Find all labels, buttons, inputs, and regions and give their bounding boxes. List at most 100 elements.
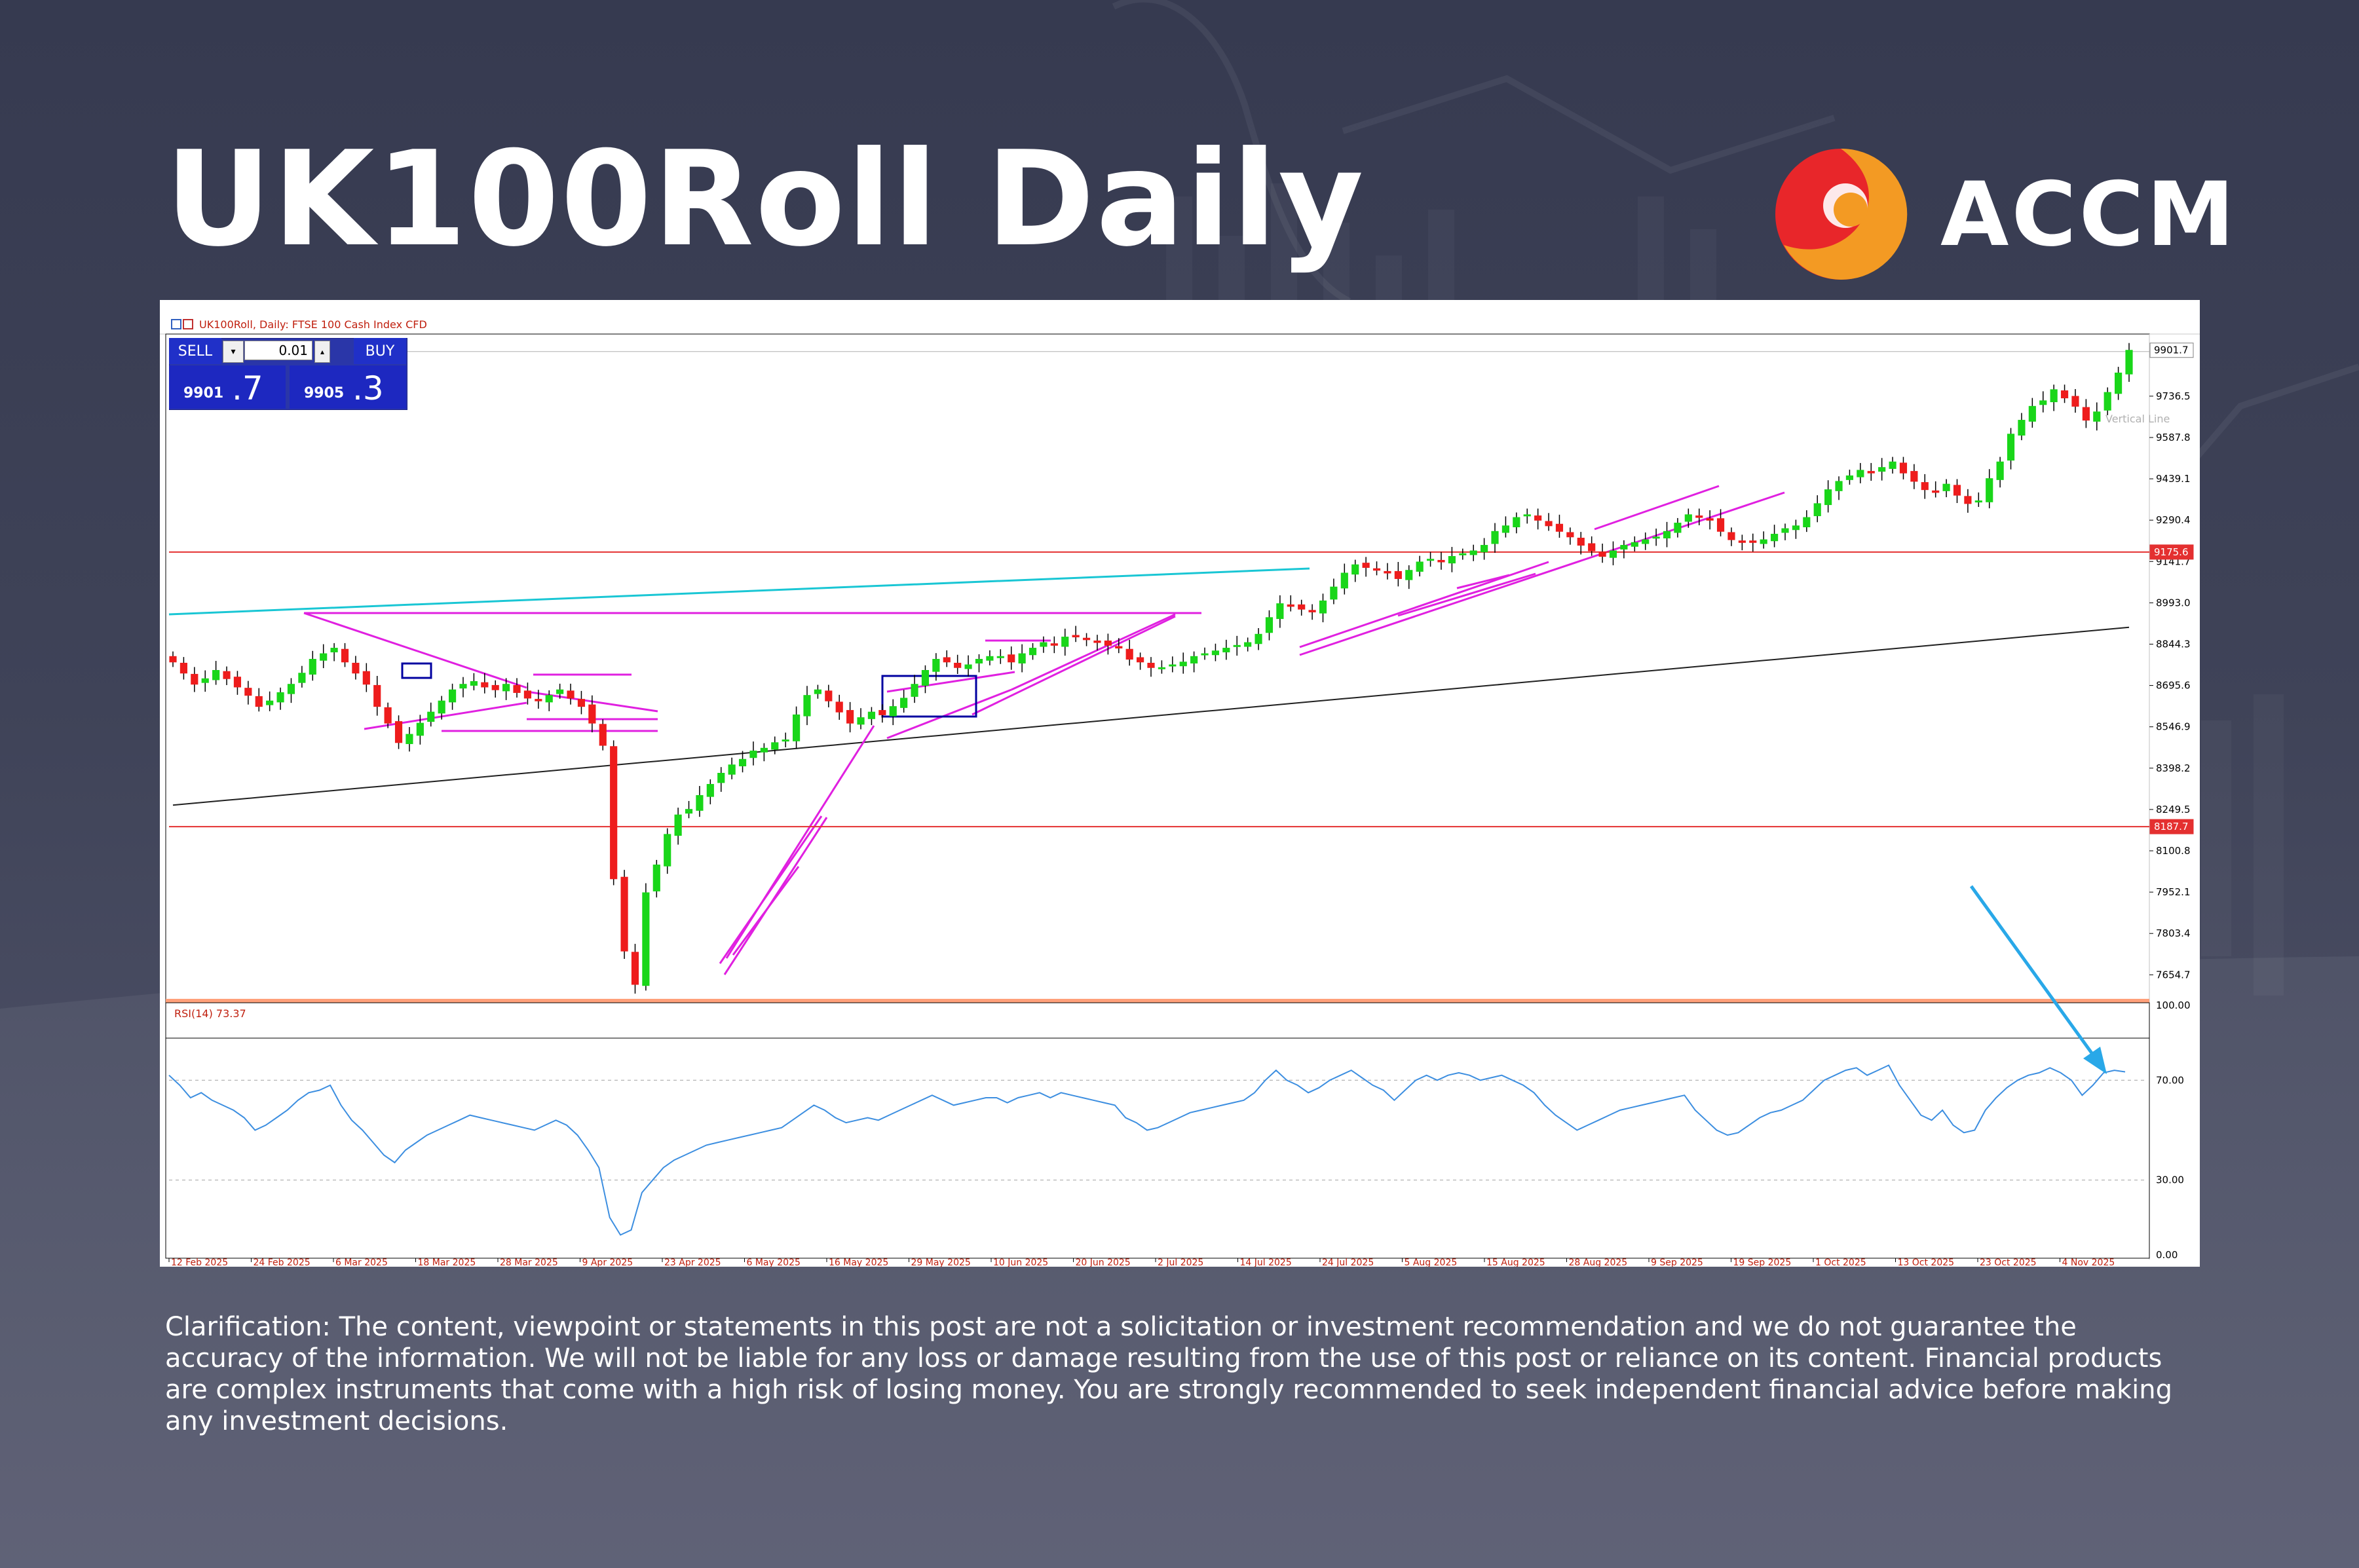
candle bbox=[760, 747, 768, 753]
candle bbox=[1211, 650, 1220, 656]
candle bbox=[1190, 656, 1198, 663]
candle bbox=[1953, 485, 1961, 496]
candle bbox=[1265, 617, 1274, 633]
candle bbox=[792, 714, 801, 741]
candle bbox=[943, 657, 951, 663]
candle bbox=[1104, 641, 1112, 646]
candle bbox=[491, 684, 499, 690]
time-tick-label: 19 Sep 2025 bbox=[1733, 1258, 1792, 1267]
candle bbox=[588, 704, 596, 724]
candle bbox=[599, 724, 607, 746]
time-axis: 12 Feb 2025 24 Feb 2025 6 Mar 2025 18 Mar 2… bbox=[168, 1258, 2115, 1267]
candle bbox=[169, 656, 177, 663]
candle bbox=[1738, 540, 1746, 543]
moving-average-path bbox=[172, 626, 2130, 806]
candle bbox=[1555, 523, 1564, 532]
candle bbox=[481, 682, 489, 688]
price-tick-label: 7952.1 bbox=[2156, 886, 2191, 898]
candle bbox=[384, 707, 392, 724]
buy-price[interactable]: 9905 .3 bbox=[290, 365, 406, 409]
lot-size-input[interactable] bbox=[244, 341, 312, 360]
panel-separator[interactable] bbox=[166, 999, 2149, 1003]
price-tag bbox=[2149, 343, 2194, 358]
candle bbox=[1545, 521, 1553, 527]
candle bbox=[1716, 518, 1725, 532]
sell-button[interactable]: SELL bbox=[169, 338, 221, 364]
candle bbox=[1749, 540, 1757, 543]
candle bbox=[706, 783, 714, 797]
candle bbox=[233, 677, 242, 688]
candle bbox=[1137, 657, 1144, 663]
price-tick-label: 8100.8 bbox=[2156, 845, 2191, 857]
candlesticks bbox=[169, 343, 2133, 994]
candle bbox=[1588, 543, 1596, 551]
candle bbox=[814, 689, 821, 694]
candle bbox=[889, 706, 897, 717]
candle bbox=[513, 684, 521, 693]
candle bbox=[1244, 642, 1252, 647]
one-click-trading-panel: SELL ▾ ▴ BUY 9901 .7 9905 .3 bbox=[169, 338, 407, 410]
candle bbox=[1201, 653, 1209, 656]
candle bbox=[825, 690, 833, 701]
candle bbox=[1158, 667, 1165, 669]
candle bbox=[1287, 604, 1294, 607]
candle bbox=[664, 834, 671, 867]
candle bbox=[1384, 570, 1391, 574]
time-tick-label: 28 Aug 2025 bbox=[1569, 1258, 1628, 1267]
candle bbox=[1481, 545, 1488, 553]
candle bbox=[276, 692, 284, 703]
lot-dropdown[interactable]: ▾ bbox=[223, 341, 244, 363]
candle bbox=[341, 648, 349, 663]
candle bbox=[1340, 572, 1348, 589]
price-tick-label: 7654.7 bbox=[2156, 969, 2191, 980]
sell-price[interactable]: 9901 .7 bbox=[169, 365, 286, 409]
candle bbox=[1093, 641, 1101, 643]
buy-label: BUY bbox=[365, 343, 395, 360]
time-tick-label: 4 Nov 2025 bbox=[2062, 1258, 2115, 1267]
price-tick-label: 9439.1 bbox=[2156, 473, 2191, 485]
candle bbox=[954, 662, 962, 668]
candle bbox=[2039, 400, 2047, 405]
candle bbox=[1824, 489, 1832, 506]
price-tag-label: 8187.7 bbox=[2154, 821, 2189, 832]
candle bbox=[567, 690, 575, 699]
candle bbox=[749, 751, 757, 758]
candle bbox=[1362, 563, 1370, 568]
trend-lines-upper bbox=[719, 485, 1785, 975]
candle bbox=[1416, 561, 1424, 572]
candle bbox=[685, 809, 693, 814]
accm-logo-text: ACCM bbox=[1940, 163, 2237, 266]
candle bbox=[320, 653, 328, 661]
candle bbox=[1082, 637, 1091, 641]
buy-button[interactable]: BUY bbox=[354, 338, 406, 364]
time-tick-label: 9 Sep 2025 bbox=[1651, 1258, 1703, 1267]
candle bbox=[986, 656, 994, 661]
price-tick-label: 9587.8 bbox=[2156, 432, 2191, 443]
candle bbox=[1040, 642, 1047, 647]
candle bbox=[878, 710, 886, 715]
candle bbox=[1899, 462, 1908, 474]
candle bbox=[1781, 528, 1789, 533]
candle bbox=[782, 739, 789, 742]
candle bbox=[1813, 503, 1821, 517]
candle bbox=[1179, 662, 1187, 667]
candle bbox=[1964, 496, 1972, 504]
candle bbox=[964, 664, 972, 669]
candle bbox=[1147, 662, 1155, 668]
price-tick-label: 8546.9 bbox=[2156, 721, 2191, 733]
accm-logo bbox=[1775, 148, 1908, 280]
time-tick-label: 29 May 2025 bbox=[911, 1258, 971, 1267]
candle bbox=[1727, 532, 1735, 540]
candle bbox=[309, 659, 316, 675]
time-tick-label: 28 Mar 2025 bbox=[500, 1258, 558, 1267]
candle bbox=[1405, 570, 1413, 580]
lot-stepper[interactable]: ▴ bbox=[314, 341, 330, 363]
candle bbox=[1491, 531, 1499, 544]
candle bbox=[1276, 603, 1284, 620]
disclaimer-text: Clarification: The content, viewpoint or… bbox=[165, 1312, 2173, 1436]
candle bbox=[1845, 475, 1854, 480]
candle bbox=[394, 721, 403, 743]
time-tick-label: 16 May 2025 bbox=[829, 1258, 888, 1267]
candle bbox=[642, 892, 650, 986]
candle bbox=[1857, 470, 1864, 477]
